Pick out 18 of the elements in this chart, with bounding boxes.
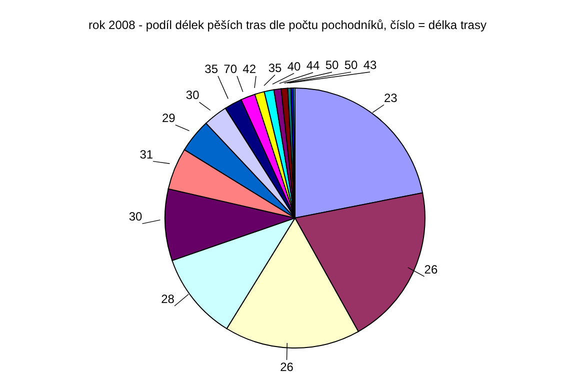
chart-title: rok 2008 - podíl délek pěších tras dle počtu pochodníků, číslo = délka trasy [88, 18, 488, 32]
slice-label: 28 [161, 292, 175, 306]
slice-label: 30 [186, 88, 200, 102]
slice-label: 35 [204, 62, 218, 76]
slice-label: 26 [280, 360, 294, 374]
slice-label: 42 [242, 62, 256, 76]
slice-label: 43 [363, 58, 377, 72]
slice-label: 70 [224, 62, 238, 76]
slice-label: 31 [140, 147, 154, 162]
slice-label: 35 [268, 60, 282, 75]
slice-label: 50 [325, 58, 339, 72]
slice-label: 26 [424, 262, 438, 276]
slice-label: 44 [306, 58, 320, 72]
slice-label: 29 [162, 110, 176, 125]
slice-label: 50 [344, 58, 358, 72]
slice-label: 30 [128, 210, 143, 224]
slice-label: 23 [384, 90, 398, 105]
slice-label: 40 [287, 59, 301, 74]
